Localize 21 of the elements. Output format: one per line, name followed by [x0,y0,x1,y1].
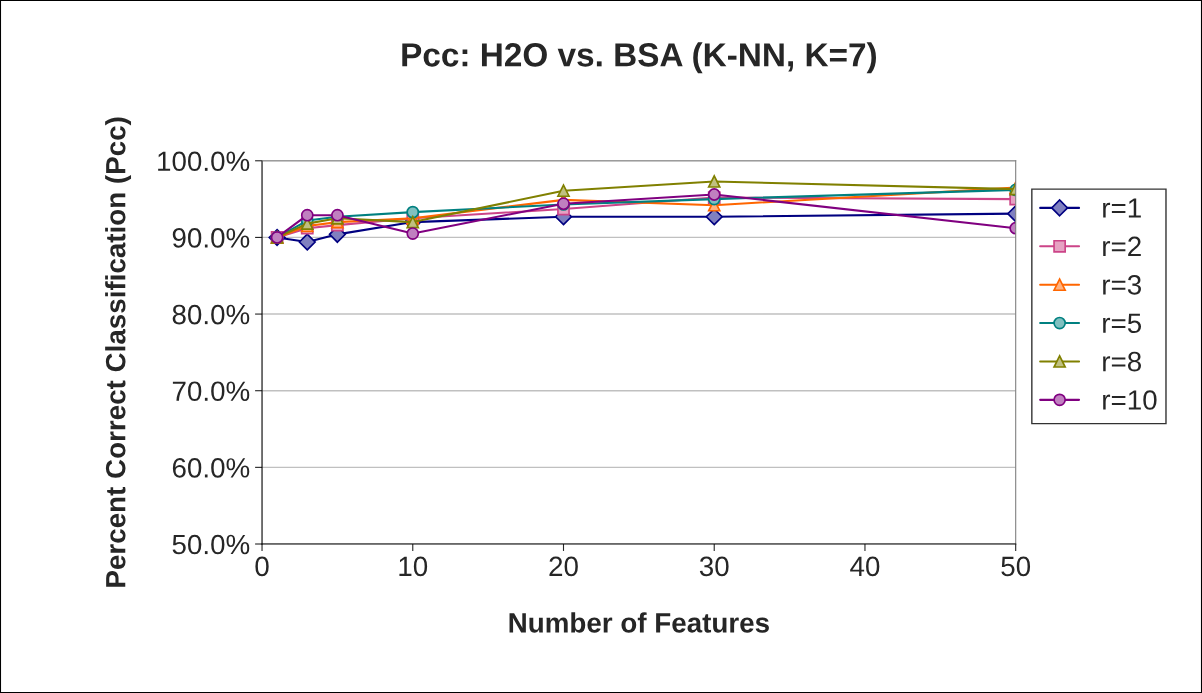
x-tick-label: 40 [850,556,880,577]
chart-title: Pcc: H2O vs. BSA (K-NN, K=7) [402,42,876,74]
y-tick-label: 50.0% [172,534,250,555]
legend-label: r=1 [1103,198,1141,218]
y-tick-label: 70.0% [172,381,250,402]
legend-label: r=3 [1103,274,1141,295]
y-tick-label: 100.0% [158,151,250,172]
legend-label: r=2 [1103,236,1141,256]
y-tick-label: 60.0% [172,458,250,478]
y-axis-title: Percent Correct Classification (Pcc) [105,117,132,587]
y-tick-label: 90.0% [172,228,250,248]
x-tick-label: 30 [699,556,729,577]
x-tick-label: 20 [549,556,578,577]
x-tick-label: 10 [399,556,428,577]
legend-label: r=5 [1103,313,1142,334]
y-tick-label: 80.0% [172,304,250,325]
legend-label: r=8 [1103,351,1141,372]
x-axis-title: Number of Features [509,612,769,633]
x-tick-label: 0 [255,556,269,577]
legend-label: r=10 [1103,390,1157,410]
x-tick-label: 50 [1001,556,1031,577]
